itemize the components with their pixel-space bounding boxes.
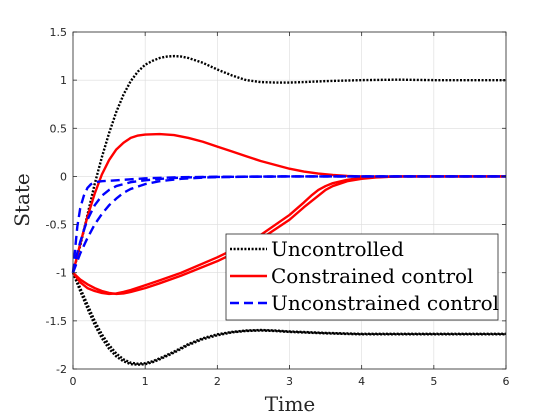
x-tick-label: 4 xyxy=(358,375,365,388)
x-tick-label: 1 xyxy=(142,375,149,388)
x-tick-label: 6 xyxy=(503,375,510,388)
legend-label-unconstrained: Unconstrained control xyxy=(271,291,499,315)
y-axis-label: State xyxy=(10,173,34,227)
series-line-uncontrolled xyxy=(71,272,506,366)
legend: Uncontrolled Constrained control Unconst… xyxy=(225,233,499,321)
y-tick-label: 0.5 xyxy=(50,122,68,135)
series-line-unconstrained-control xyxy=(71,175,506,273)
series-line-uncontrolled xyxy=(71,54,506,274)
axis-ticks xyxy=(72,31,507,370)
y-tick-label: -2 xyxy=(56,363,67,376)
legend-label-constrained: Constrained control xyxy=(271,264,473,288)
y-tick-label: 1.5 xyxy=(50,26,68,39)
series-line-unconstrained-control xyxy=(71,175,506,274)
x-tick-label: 5 xyxy=(430,375,437,388)
tick-labels: 0 1 2 3 4 5 6 -2 -1.5 -1 -0.5 0 0.5 1 1.5 xyxy=(46,26,510,388)
x-tick-label: 2 xyxy=(214,375,221,388)
y-tick-label: 1 xyxy=(60,74,67,87)
x-tick-label: 3 xyxy=(286,375,293,388)
y-tick-label: -1 xyxy=(56,267,67,280)
y-tick-label: 0 xyxy=(60,170,67,183)
x-axis-label: Time xyxy=(265,392,316,416)
legend-label-uncontrolled: Uncontrolled xyxy=(271,237,404,261)
legend-box xyxy=(225,233,499,321)
y-tick-label: -1.5 xyxy=(46,315,67,328)
y-tick-label: -0.5 xyxy=(46,219,67,232)
x-tick-label: 0 xyxy=(70,375,77,388)
